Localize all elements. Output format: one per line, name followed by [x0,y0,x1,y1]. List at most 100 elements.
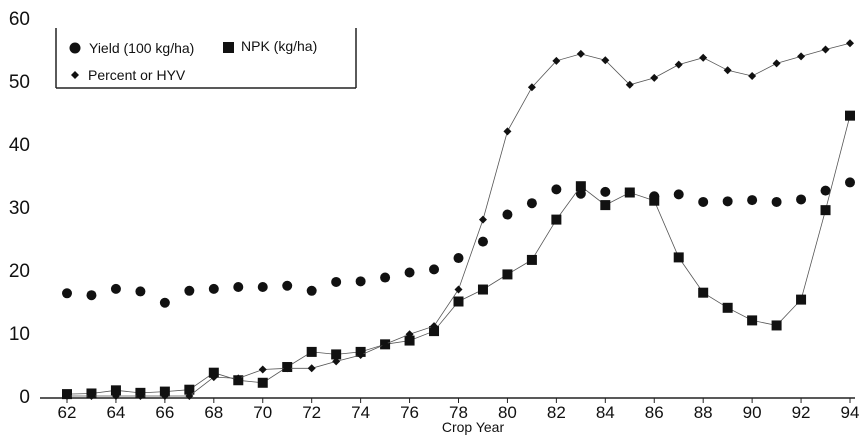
x-tick-label: 70 [253,403,272,422]
data-point-hyv [576,49,585,58]
data-point-yield [820,185,831,196]
data-point-yield [86,290,97,301]
data-point-hyv [307,364,316,373]
x-tick-label: 78 [449,403,468,422]
data-point-hyv [552,56,561,65]
data-point-hyv [160,392,169,400]
y-tick-label: 10 [9,324,30,345]
data-point-yield [331,276,342,287]
data-point-npk [184,384,195,395]
data-point-hyv [87,392,96,400]
data-point-yield [502,209,513,220]
data-point-npk [771,320,782,331]
data-point-npk [575,181,586,192]
data-point-yield [184,285,195,296]
data-point-npk [331,349,342,360]
data-point-npk [159,386,170,397]
data-point-npk [600,200,611,211]
legend: Yield (100 kg/ha) NPK (kg/ha) Percent or… [55,28,357,89]
data-point-yield [722,196,733,207]
data-point-yield [159,297,170,308]
data-point-hyv [846,39,854,48]
data-point-npk [306,346,317,357]
data-point-hyv [625,80,634,89]
y-tick-labels: 0 10 20 30 40 50 60 [9,9,30,408]
data-point-npk [698,287,709,298]
x-tick-label: 74 [351,403,370,422]
x-tick-label: 94 [841,403,860,422]
x-tick-label: 66 [155,403,174,422]
data-point-yield [380,272,391,283]
data-point-yield [135,286,146,297]
data-point-hyv [454,285,463,294]
data-point-npk [404,335,415,346]
data-point-hyv [356,351,365,360]
x-axis-label: Crop Year [442,419,505,435]
data-point-yield [453,253,464,264]
data-point-yield [233,282,244,293]
data-point-hyv [234,374,243,383]
data-point-hyv [772,59,781,68]
data-point-npk [477,284,488,295]
data-point-yield [526,198,537,209]
data-point-yield [306,285,317,296]
data-point-npk [722,302,733,313]
data-point-hyv [405,330,414,339]
data-point-yield [673,189,684,200]
data-point-hyv [63,392,71,400]
data-point-yield [404,267,415,278]
y-tick-label: 60 [9,9,30,30]
legend-label-npk: NPK (kg/ha) [241,38,317,54]
y-tick-label: 50 [9,72,30,93]
x-tick-label: 84 [596,403,615,422]
legend-label-yield: Yield (100 kg/ha) [89,40,194,56]
x-tick-label: 80 [498,403,517,422]
x-tick-label: 82 [547,403,566,422]
data-point-yield [110,283,121,294]
x-tick-label: 88 [694,403,713,422]
data-point-hyv [503,127,512,136]
data-point-yield [62,288,72,299]
data-point-npk [551,214,562,225]
data-point-npk [526,254,537,265]
data-point-npk [820,205,831,216]
data-point-hyv [699,53,708,62]
y-tick-label: 20 [9,261,30,282]
x-tick-label: 64 [106,403,125,422]
data-point-hyv [332,357,341,366]
x-tick-label: 92 [792,403,811,422]
series-diamond [63,39,854,400]
data-point-yield [355,276,366,287]
data-point-hyv [209,373,218,382]
data-point-hyv [674,60,683,69]
legend-square-icon [223,42,234,53]
series-circle [62,177,855,308]
data-point-hyv [111,392,120,400]
data-point-yield [698,196,709,207]
data-point-npk [796,294,807,305]
data-point-hyv [478,215,487,224]
data-point-hyv [527,83,536,92]
data-point-hyv [283,364,292,373]
legend-circle-icon [69,42,81,54]
data-point-npk [845,110,855,121]
data-point-npk [429,326,440,337]
data-point-hyv [136,392,145,400]
y-tick-label: 40 [9,135,30,156]
data-point-yield [747,195,758,206]
data-point-yield [845,177,855,188]
data-point-hyv [797,52,806,61]
legend-box [56,28,356,88]
data-point-hyv [430,322,439,331]
data-point-yield [796,194,807,205]
data-point-hyv [723,66,732,75]
data-point-npk [453,296,464,307]
x-tick-label: 72 [302,403,321,422]
series-layer [62,39,855,400]
data-point-hyv [258,365,267,374]
data-point-hyv [185,392,194,400]
data-point-npk [208,367,219,378]
x-tick-label: 90 [743,403,762,422]
x-tick-label: 62 [58,403,77,422]
